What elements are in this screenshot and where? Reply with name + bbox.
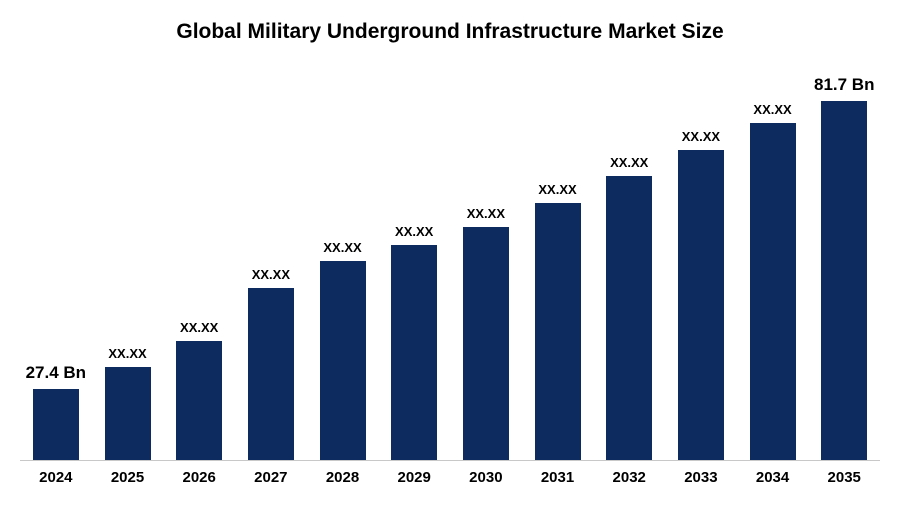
- bar-column: 81.7 Bn: [808, 75, 880, 460]
- bar-2032: [606, 176, 653, 460]
- bar-column: XX.XX: [522, 182, 594, 460]
- bar-column: XX.XX: [450, 206, 522, 460]
- bar-value-label: XX.XX: [251, 267, 290, 282]
- bar-column: XX.XX: [163, 320, 235, 460]
- x-tick-label: 2026: [182, 469, 216, 486]
- bar-2026: [176, 341, 223, 460]
- bar-2033: [677, 150, 724, 460]
- x-tick-label: 2031: [540, 469, 575, 486]
- bar-2027: [247, 288, 294, 460]
- bar-2035: [821, 101, 868, 460]
- chart-title: Global Military Underground Infrastructu…: [176, 20, 724, 43]
- x-tick-label: 2027: [254, 469, 288, 486]
- bar-value-label: XX.XX: [466, 206, 506, 221]
- bar-2024: [32, 389, 79, 460]
- x-tick-label: 2034: [755, 469, 790, 486]
- bar-2034: [749, 123, 796, 460]
- bar-column: XX.XX: [593, 155, 665, 460]
- x-tick-label: 2033: [684, 469, 718, 486]
- bar-2028: [319, 261, 366, 460]
- bar-column: XX.XX: [665, 129, 737, 460]
- bar-value-label: XX.XX: [753, 102, 792, 117]
- bar-column: XX.XX: [737, 102, 809, 460]
- bar-value-label: XX.XX: [538, 182, 577, 197]
- bar-value-label: XX.XX: [610, 155, 649, 170]
- bar-2030: [462, 227, 509, 460]
- x-tick-label: 2025: [110, 469, 145, 486]
- bar-2029: [391, 245, 438, 460]
- x-tick-label: 2030: [469, 469, 503, 486]
- bar-value-label: XX.XX: [681, 129, 721, 144]
- bar-column: XX.XX: [235, 267, 307, 460]
- plot-area: 27.4 Bn XX.XX XX.XX XX.XX XX.XX XX.XX XX.XX XX.…: [20, 60, 880, 461]
- bar-value-label: 81.7 Bn: [813, 75, 875, 94]
- x-tick-label: 2024: [39, 469, 73, 486]
- x-tick-label: 2028: [325, 469, 360, 486]
- bar-column: XX.XX: [92, 346, 164, 460]
- x-tick-label: 2035: [827, 469, 861, 486]
- x-tick-label: 2032: [612, 469, 646, 486]
- bar-2025: [104, 367, 151, 460]
- bar-value-label: XX.XX: [108, 346, 147, 361]
- x-axis-labels: 2024 2025 2026 2027 2028 2029 2030 2031 2032 2033…: [20, 469, 880, 486]
- bar-column: XX.XX: [307, 240, 379, 460]
- x-tick-label: 2029: [397, 469, 431, 486]
- bar-value-label: XX.XX: [180, 320, 219, 335]
- bar-value-label: 27.4 Bn: [25, 363, 87, 382]
- bar-value-label: XX.XX: [395, 224, 434, 239]
- bar-column: XX.XX: [378, 224, 450, 460]
- bar-column: 27.4 Bn: [20, 363, 92, 460]
- bar-value-label: XX.XX: [323, 240, 362, 255]
- bar-2031: [534, 203, 581, 460]
